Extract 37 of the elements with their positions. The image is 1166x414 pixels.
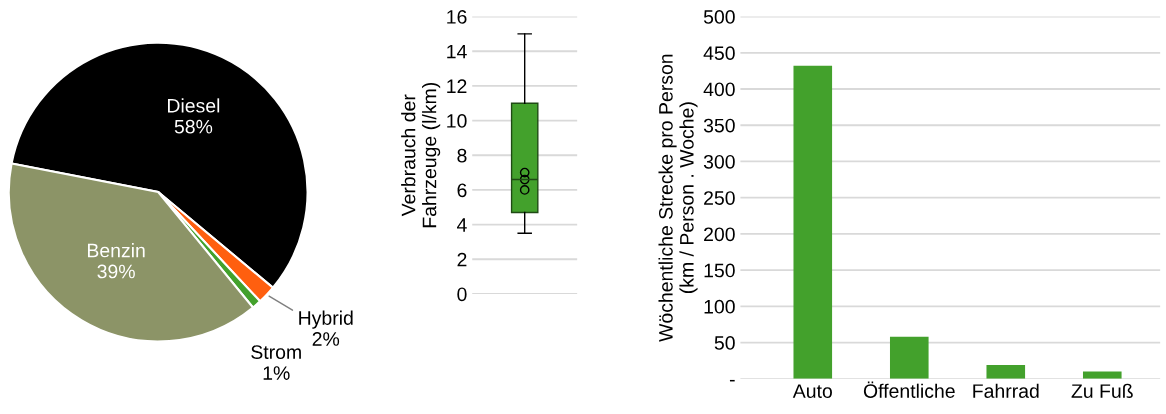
data-label: 1% bbox=[263, 366, 290, 380]
y-tick-label: 4 bbox=[457, 218, 467, 232]
slice-label: Hybrid bbox=[299, 310, 353, 329]
data-label: 39% bbox=[97, 264, 135, 279]
y-tick-label: - bbox=[729, 379, 735, 382]
y-tick-label: 14 bbox=[447, 44, 467, 59]
y-tick-label: 100 bbox=[704, 299, 735, 314]
y-tick-label: 250 bbox=[704, 191, 735, 205]
slice-label: Diesel bbox=[168, 98, 220, 113]
y-tick-label: 10 bbox=[447, 114, 467, 128]
data-label: 58% bbox=[174, 119, 213, 134]
y-tick-label: 500 bbox=[703, 10, 735, 24]
y-tick-label: 6 bbox=[457, 183, 467, 198]
y-tick-label: 50 bbox=[714, 336, 735, 350]
x-tick-label: Zu Fuß bbox=[1071, 383, 1133, 398]
y-tick-label: 12 bbox=[447, 79, 467, 93]
y-tick-label: 400 bbox=[703, 82, 735, 97]
y-axis-title: Verbrauch der Fahrzeuge (l/km) bbox=[401, 82, 441, 228]
y-tick-label: 8 bbox=[457, 148, 467, 163]
y-tick-label: 0 bbox=[457, 287, 467, 302]
bar bbox=[986, 365, 1026, 379]
x-tick-label: Öffentliche bbox=[863, 381, 955, 398]
bar bbox=[793, 65, 833, 379]
y-tick-label: 16 bbox=[447, 10, 467, 24]
x-tick-label: Fahrrad bbox=[973, 383, 1039, 398]
y-axis-title: Wöchentliche Strecke pro Person (km / Person . Woche) bbox=[658, 54, 698, 342]
y-tick-label: 150 bbox=[704, 263, 735, 278]
slice-label: Strom bbox=[251, 345, 301, 360]
y-tick-label: 450 bbox=[703, 46, 735, 61]
y-tick-label: 300 bbox=[703, 154, 735, 169]
y-tick-label: 350 bbox=[703, 118, 735, 133]
data-label: 2% bbox=[312, 332, 340, 346]
y-tick-label: 200 bbox=[704, 227, 735, 242]
bar bbox=[889, 336, 929, 379]
y-tick-label: 2 bbox=[457, 252, 467, 267]
slice-label: Benzin bbox=[87, 243, 145, 258]
x-tick-label: Auto bbox=[792, 384, 832, 398]
